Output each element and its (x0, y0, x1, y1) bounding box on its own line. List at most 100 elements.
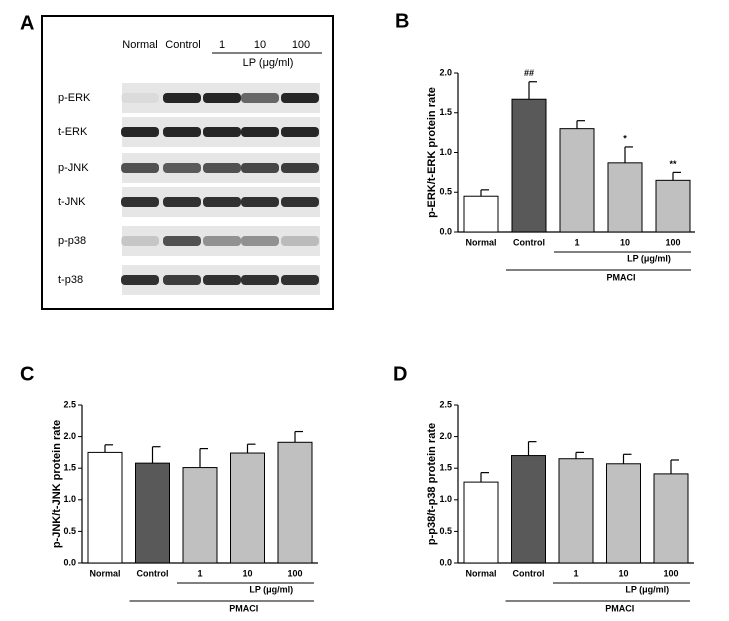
x-tick-label: Control (137, 568, 169, 578)
band (163, 236, 201, 246)
lane-label: 100 (292, 39, 310, 51)
y-tick-label: 1.0 (439, 147, 452, 157)
blot-strip (122, 226, 320, 256)
x-tick-label: Control (513, 568, 545, 578)
band (281, 127, 319, 137)
y-tick-label: 0.5 (63, 526, 76, 536)
row-label: t-p38 (58, 274, 83, 286)
x-tick-label: Normal (465, 237, 496, 247)
band (163, 127, 201, 137)
y-tick-label: 0.5 (439, 526, 452, 536)
y-tick-label: 0.0 (439, 557, 452, 567)
x-tick-label: Normal (89, 568, 120, 578)
band (121, 93, 159, 103)
x-tick-label: 10 (620, 237, 630, 247)
bar (511, 98, 547, 233)
band (241, 163, 279, 173)
group-label: LP (μg/ml) (249, 584, 293, 594)
band (241, 236, 279, 246)
y-tick-label: 2.0 (439, 431, 452, 441)
lane-group-label: LP (μg/ml) (243, 57, 294, 69)
y-tick-label: 1.5 (439, 107, 452, 117)
band (203, 275, 241, 285)
panel-letter: A (20, 12, 34, 34)
band (241, 93, 279, 103)
y-tick-label: 0.5 (439, 187, 452, 197)
group-label: PMACI (605, 603, 634, 613)
lane-label: Normal (122, 39, 157, 51)
y-tick-label: 0.0 (63, 557, 76, 567)
annotation: ## (524, 68, 534, 78)
band (281, 275, 319, 285)
bar (558, 458, 594, 564)
band (203, 163, 241, 173)
bar (653, 473, 689, 564)
bar (135, 462, 170, 564)
panel-letter: B (395, 10, 409, 32)
band (121, 127, 159, 137)
panel-letter: D (393, 363, 407, 385)
x-tick-label: 10 (618, 568, 628, 578)
x-tick-label: 100 (287, 568, 302, 578)
band (281, 197, 319, 207)
band (121, 275, 159, 285)
x-tick-label: 10 (242, 568, 252, 578)
band (121, 236, 159, 246)
annotation: * (623, 133, 627, 143)
bar (463, 195, 499, 233)
y-tick-label: 2.5 (439, 399, 452, 409)
y-tick-label: 1.5 (439, 463, 452, 473)
x-tick-label: 1 (573, 568, 578, 578)
band (203, 127, 241, 137)
band (241, 275, 279, 285)
x-tick-label: 1 (574, 237, 579, 247)
bar (559, 128, 595, 233)
bar (182, 467, 218, 564)
group-label: LP (μg/ml) (625, 584, 669, 594)
band (241, 127, 279, 137)
row-label: p-p38 (58, 235, 86, 247)
y-tick-label: 2.0 (439, 67, 452, 77)
bar (655, 179, 691, 233)
band (203, 93, 241, 103)
band (203, 236, 241, 246)
band (163, 163, 201, 173)
band (121, 163, 159, 173)
y-tick-label: 1.5 (63, 463, 76, 473)
annotation: ** (669, 159, 677, 169)
x-tick-label: Normal (465, 568, 496, 578)
band (241, 197, 279, 207)
group-label: PMACI (229, 603, 258, 613)
bar (607, 162, 643, 233)
group-label: PMACI (607, 272, 636, 282)
group-label: LP (μg/ml) (627, 253, 671, 263)
row-label: t-ERK (58, 126, 88, 138)
y-axis-label: p-p38/t-p38 protein rate (426, 423, 438, 545)
panel-letter: C (20, 363, 34, 385)
bar (463, 481, 499, 564)
lane-label: Control (165, 39, 200, 51)
band (163, 275, 201, 285)
band (281, 163, 319, 173)
bar (277, 441, 313, 564)
band (281, 236, 319, 246)
x-tick-label: Control (513, 237, 545, 247)
band (281, 93, 319, 103)
band (121, 197, 159, 207)
row-label: t-JNK (58, 196, 86, 208)
row-label: p-ERK (58, 92, 91, 104)
bar (230, 452, 265, 564)
y-axis-label: p-JNK/t-JNK protein rate (51, 420, 63, 548)
y-axis-label: p-ERK/t-ERK protein rate (426, 87, 438, 218)
bar (511, 455, 546, 564)
y-tick-label: 1.0 (63, 494, 76, 504)
row-label: p-JNK (58, 162, 89, 174)
x-tick-label: 100 (665, 237, 680, 247)
y-tick-label: 2.0 (63, 431, 76, 441)
bar (606, 463, 641, 564)
blot-frame (41, 15, 334, 310)
y-tick-label: 2.5 (63, 399, 76, 409)
bar (87, 451, 123, 564)
band (163, 197, 201, 207)
